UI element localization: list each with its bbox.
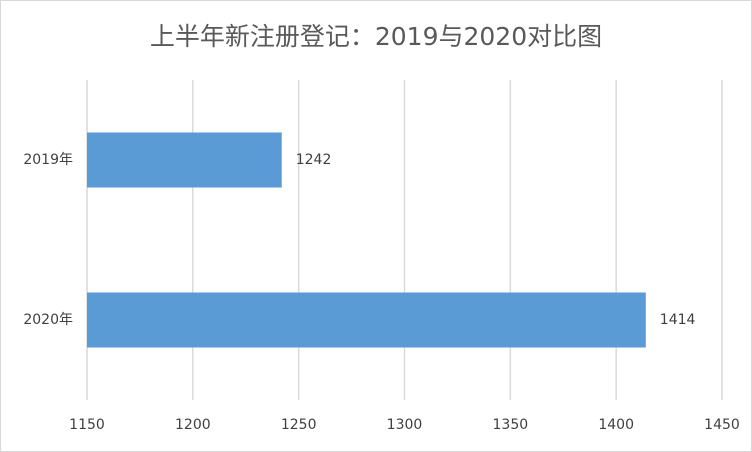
bar bbox=[87, 292, 646, 348]
x-tick-label: 1400 bbox=[598, 417, 634, 433]
x-tick-label: 1350 bbox=[493, 417, 529, 433]
x-tick-label: 1200 bbox=[175, 417, 211, 433]
y-tick-label: 2020年 bbox=[23, 312, 73, 328]
chart-title: 上半年新注册登记：2019与2020对比图 bbox=[150, 22, 602, 51]
x-tick-label: 1450 bbox=[704, 417, 740, 433]
x-tick-label: 1250 bbox=[281, 417, 317, 433]
bar bbox=[87, 132, 282, 188]
x-tick-label: 1300 bbox=[387, 417, 423, 433]
data-label: 1414 bbox=[660, 312, 696, 328]
y-tick-label: 2019年 bbox=[23, 152, 73, 168]
x-tick-label: 1150 bbox=[69, 417, 105, 433]
data-label: 1242 bbox=[296, 152, 332, 168]
